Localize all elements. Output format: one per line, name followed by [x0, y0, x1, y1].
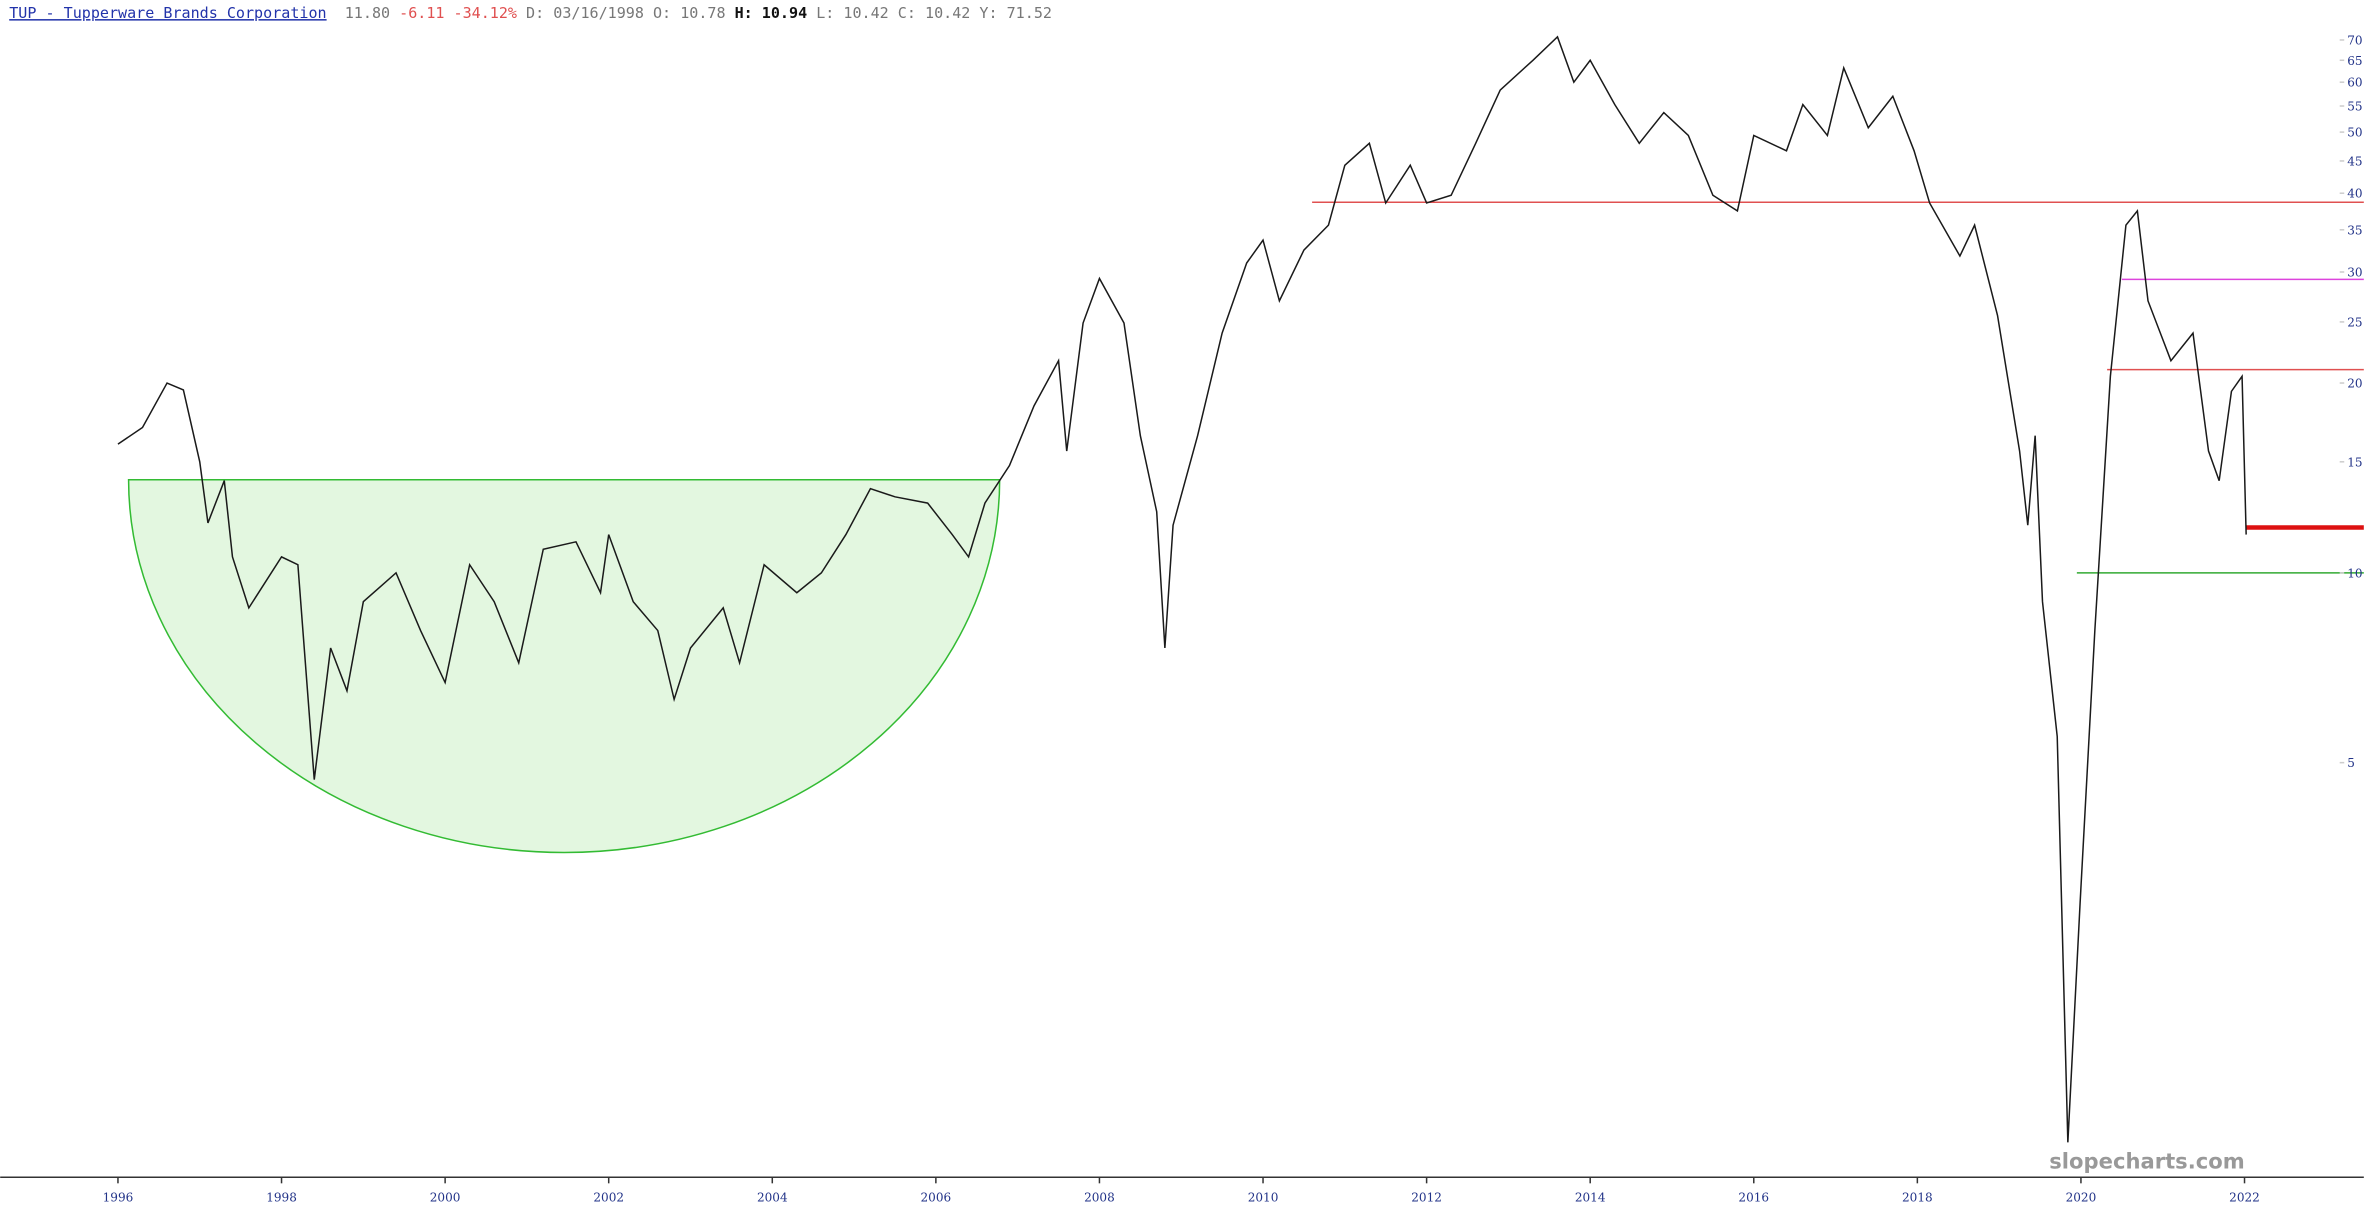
y-tick-label: 45 [2347, 154, 2362, 168]
quote-item: C: 10.42 [898, 4, 971, 22]
y-tick-label: 55 [2347, 100, 2362, 114]
y-tick-label: 70 [2347, 33, 2362, 47]
watermark: slopecharts.com [2049, 1148, 2244, 1173]
y-tick-label: 30 [2347, 266, 2362, 280]
x-tick-label: 2014 [1575, 1190, 1606, 1204]
y-tick-label: 10 [2347, 566, 2362, 580]
quote-item: L: 10.42 [816, 4, 889, 22]
quote-item: D: 03/16/1998 [526, 4, 644, 22]
x-tick-label: 1996 [103, 1190, 134, 1204]
x-tick-label: 2022 [2229, 1190, 2260, 1204]
y-tick-label: 65 [2347, 54, 2362, 68]
x-tick-label: 2002 [593, 1190, 624, 1204]
y-tick-label: 15 [2347, 455, 2362, 469]
quote-item: Y: 71.52 [979, 4, 1052, 22]
x-tick-label: 2000 [430, 1190, 461, 1204]
x-tick-label: 2016 [1738, 1190, 1769, 1204]
quote-header: TUP - Tupperware Brands Corporation 11.8… [9, 4, 1052, 22]
y-tick-label: 60 [2347, 76, 2362, 90]
quote-item: -34.12% [454, 4, 517, 22]
y-tick-label: 25 [2347, 315, 2362, 329]
price-line [117, 35, 2247, 1143]
x-tick-label: 1998 [266, 1190, 297, 1204]
quote-item: H: 10.94 [735, 4, 808, 22]
x-tick-label: 2018 [1902, 1190, 1933, 1204]
x-tick-label: 2010 [1248, 1190, 1279, 1204]
quote-item: -6.11 [399, 4, 444, 22]
x-tick-label: 2006 [921, 1190, 952, 1204]
x-tick-label: 2012 [1411, 1190, 1442, 1204]
x-tick-label: 2008 [1084, 1190, 1115, 1204]
quote-item: 11.80 [345, 4, 390, 22]
y-tick-label: 20 [2347, 377, 2362, 391]
x-tick-label: 2004 [757, 1190, 788, 1204]
x-tick-label: 2020 [2066, 1190, 2097, 1204]
cup-pattern [127, 478, 1001, 854]
y-tick-label: 50 [2347, 126, 2362, 140]
ticker-link[interactable]: TUP - Tupperware Brands Corporation [9, 4, 326, 22]
quote-item: O: 10.78 [653, 4, 726, 22]
y-tick-label: 5 [2347, 756, 2355, 770]
y-tick-label: 35 [2347, 223, 2362, 237]
y-tick-label: 40 [2347, 187, 2362, 201]
